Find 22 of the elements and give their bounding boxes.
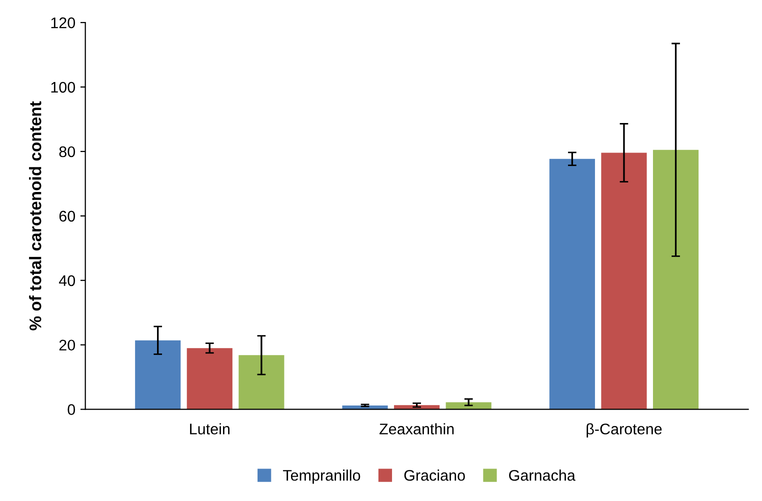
x-tick-label: β-Carotene	[586, 423, 662, 438]
bar	[652, 150, 699, 410]
y-tick-label: 40	[58, 275, 76, 286]
bar	[549, 158, 595, 410]
y-tick-label: 20	[59, 340, 76, 351]
y-tick-label: 120	[51, 17, 76, 28]
y-tick-label: 80	[59, 146, 76, 158]
legend-label: Garnacha	[509, 470, 576, 481]
bar	[394, 405, 440, 410]
bar	[186, 348, 232, 410]
legend-label: Graciano	[404, 470, 465, 481]
y-tick-label: 100	[51, 82, 76, 93]
bar	[238, 355, 284, 410]
y-tick-label: 60	[59, 210, 76, 222]
bar	[135, 340, 181, 410]
x-tick-label: Lutein	[190, 423, 230, 434]
legend-label: Tempranillo	[283, 470, 360, 484]
y-tick-label: 0	[68, 404, 76, 416]
x-tick-label: Zeaxanthin	[380, 423, 454, 434]
bar	[446, 402, 492, 410]
y-axis-title: % of total carotenoid content	[29, 101, 42, 330]
bar	[601, 152, 647, 410]
